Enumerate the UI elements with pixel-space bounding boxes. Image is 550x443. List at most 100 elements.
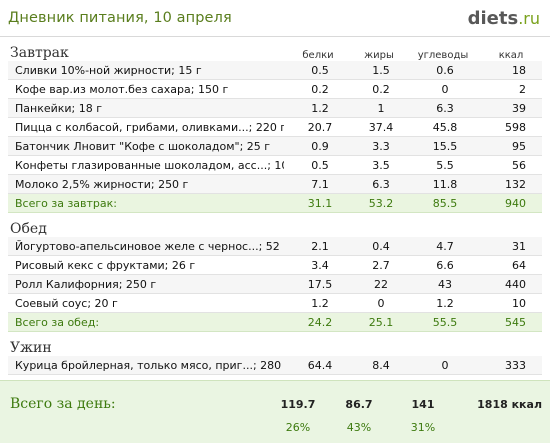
food-name: Кофе вар.из молот.без сахара; 150 г [15,82,229,96]
meal-total-protein: 31.1 [307,196,333,210]
food-carbs: 4.7 [436,239,454,253]
day-summary: Всего за день: 119.7 86.7 141 1818 ккал … [0,380,550,443]
meal-total-fat: 25.1 [368,315,394,329]
food-kcal: 333 [505,358,526,372]
day-total-label: Всего за день: [10,396,116,412]
food-name: Курица бройлерная, только мясо, приг...;… [15,358,284,372]
food-carbs: 15.5 [432,139,458,153]
food-fat: 0.4 [372,239,390,253]
food-row[interactable]: Ролл Калифорния; 250 г 17.5 22 43 440 [8,275,542,294]
food-kcal: 64 [512,258,526,272]
meal-total-label: Всего за завтрак: [15,196,118,210]
food-kcal: 31 [512,239,526,253]
meal-total-kcal: 545 [505,315,526,329]
food-protein: 0.2 [311,82,329,96]
meal-header: Ужин [0,336,550,356]
food-carbs: 0.6 [436,63,454,77]
page-header: Дневник питания, 10 апреля diets .ru [0,0,550,37]
food-name: Рисовый кекс с фруктами; 26 г [15,258,196,272]
food-kcal: 10 [512,296,526,310]
food-row[interactable]: Молоко 2,5% жирности; 250 г 7.1 6.3 11.8 132 [8,175,542,194]
food-name: Соевый соус; 20 г [15,296,118,310]
food-name: Пицца с колбасой, грибами, оливками...; … [15,120,284,134]
food-carbs: 43 [438,277,452,291]
column-header-kcal: ккал [498,50,524,61]
food-fat: 1.5 [372,63,390,77]
meal-total-protein: 24.2 [307,315,333,329]
food-name: Конфеты глазированные шоколадом, асс...;… [15,158,284,172]
food-protein: 20.7 [307,120,333,134]
meal-total-row: Всего за обед: 24.2 25.1 55.5 545 [8,313,542,332]
food-protein: 7.1 [311,177,329,191]
food-kcal: 56 [512,158,526,172]
meal-section: Обед Йогуртово-апельсиновое желе с чернос… [0,217,550,336]
meals-container: Завтрак белки жиры углеводы ккал Сливки 10%-н… [0,37,550,379]
food-carbs: 1.2 [436,296,454,310]
food-carbs: 0 [441,82,449,96]
day-fat: 86.7 [345,397,373,411]
food-fat: 37.4 [368,120,394,134]
meal-name: Ужин [10,340,52,356]
fat-percent: 43% [346,420,372,434]
food-protein: 0.5 [311,158,329,172]
food-kcal: 39 [512,101,526,115]
food-name: Сливки 10%-ной жирности; 15 г [15,63,202,77]
column-header-carbs: углеводы [417,50,469,61]
day-protein: 119.7 [280,397,316,411]
food-fat: 0 [377,296,385,310]
meal-total-row: Всего за завтрак: 31.1 53.2 85.5 940 [8,194,542,213]
food-fat: 8.4 [372,358,390,372]
food-row[interactable]: Соевый соус; 20 г 1.2 0 1.2 10 [8,294,542,313]
food-fat: 3.3 [372,139,390,153]
food-carbs: 11.8 [432,177,458,191]
meal-total-carbs: 85.5 [432,196,458,210]
food-name: Йогуртово-апельсиновое желе с чернос...;… [15,239,284,253]
food-carbs: 5.5 [436,158,454,172]
meal-total-kcal: 940 [505,196,526,210]
food-protein: 3.4 [311,258,329,272]
food-row[interactable]: Кофе вар.из молот.без сахара; 150 г 0.2 0.… [8,80,542,99]
food-carbs: 6.6 [436,258,454,272]
food-protein: 17.5 [307,277,333,291]
day-carbs: 141 [411,397,435,411]
food-row[interactable]: Пицца с колбасой, грибами, оливками...; … [8,118,542,137]
logo-main: diets [467,7,519,29]
food-row[interactable]: Панкейки; 18 г 1.2 1 6.3 39 [8,99,542,118]
food-protein: 1.2 [311,296,329,310]
column-header-fat: жиры [364,50,394,61]
day-total-row: Всего за день: 119.7 86.7 141 1818 ккал [0,390,550,418]
food-kcal: 440 [505,277,526,291]
food-kcal: 2 [519,82,526,96]
food-fat: 22 [374,277,388,291]
food-fat: 1 [377,101,385,115]
food-kcal: 132 [505,177,526,191]
food-kcal: 95 [512,139,526,153]
site-logo[interactable]: diets .ru [468,8,540,29]
food-protein: 64.4 [307,358,333,372]
meal-total-label: Всего за обед: [15,315,100,329]
food-row[interactable]: Конфеты глазированные шоколадом, асс...;… [8,156,542,175]
food-carbs: 45.8 [432,120,458,134]
food-name: Молоко 2,5% жирности; 250 г [15,177,189,191]
food-row[interactable]: Сливки 10%-ной жирности; 15 г 0.5 1.5 0.6 18 [8,61,542,80]
food-row[interactable]: Рисовый кекс с фруктами; 26 г 3.4 2.7 6.6 64 [8,256,542,275]
food-name: Ролл Калифорния; 250 г [15,277,157,291]
food-row[interactable]: Батончик Лновит "Кофе с шоколадом"; 25 г… [8,137,542,156]
food-protein: 1.2 [311,101,329,115]
food-row[interactable]: Йогуртово-апельсиновое желе с чернос...;… [8,237,542,256]
meal-items: Йогуртово-апельсиновое желе с чернос...;… [8,237,542,332]
meal-items: Курица бройлерная, только мясо, приг...;… [8,356,542,375]
meal-total-fat: 53.2 [368,196,394,210]
meal-total-carbs: 55.5 [432,315,458,329]
food-protein: 0.9 [311,139,329,153]
food-protein: 0.5 [311,63,329,77]
protein-percent: 26% [285,420,311,434]
food-protein: 2.1 [311,239,329,253]
food-kcal: 598 [505,120,526,134]
meal-section: Завтрак белки жиры углеводы ккал Сливки 10%-н… [0,41,550,217]
meal-name: Завтрак [10,45,69,61]
food-row[interactable]: Курица бройлерная, только мясо, приг...;… [8,356,542,375]
day-kcal: 1818 ккал [477,397,542,411]
meal-section: Ужин Курица бройлерная, только мясо, приг… [0,336,550,379]
